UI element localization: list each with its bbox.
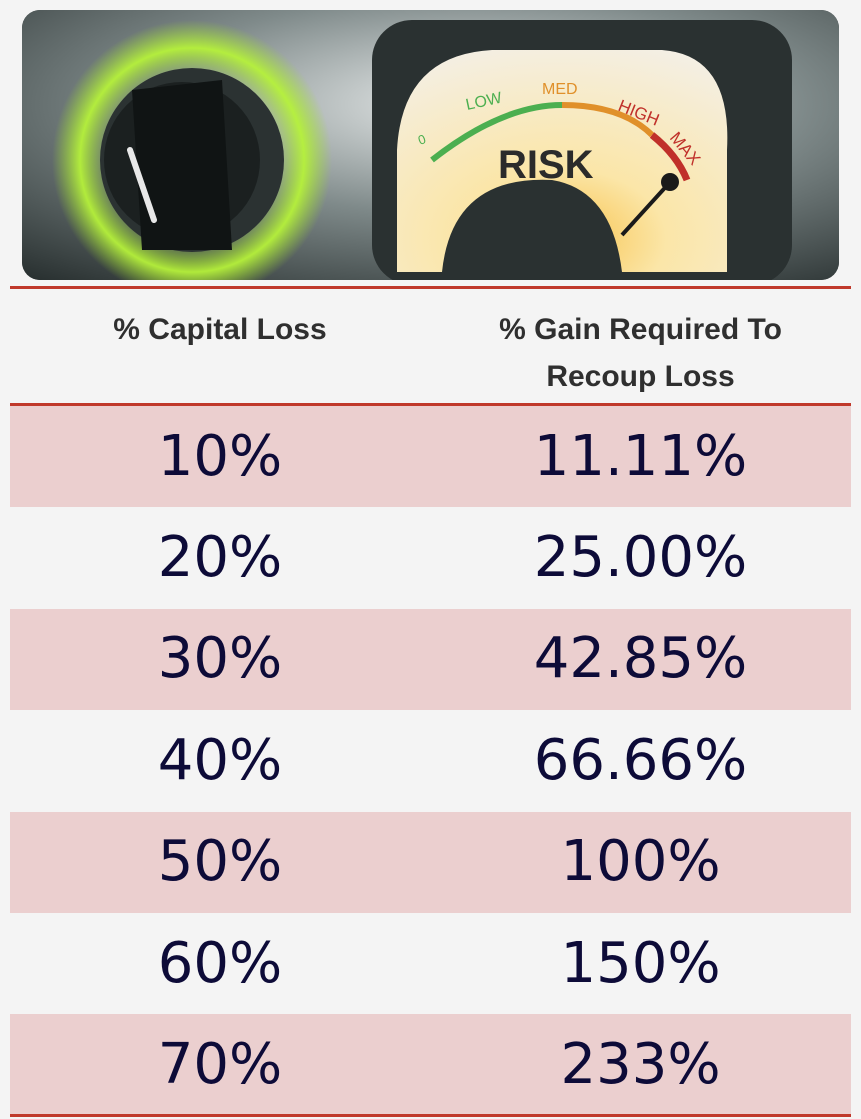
capital-loss-cell: 30% <box>157 626 283 692</box>
gauge-label-zero: 0 <box>416 131 428 148</box>
gain-required-cell: 66.66% <box>533 727 748 793</box>
capital-loss-cell: 70% <box>157 1032 283 1098</box>
header-bottom-rule <box>10 403 851 406</box>
gauge-label-med: MED <box>542 81 578 98</box>
capital-loss-cell: 40% <box>157 727 283 793</box>
gain-required-cell: 42.85% <box>533 626 748 692</box>
column-header-gain-line2: Recoup Loss <box>546 360 735 393</box>
gain-required-cell: 150% <box>560 930 721 996</box>
table-row: 30% 42.85% <box>10 608 851 711</box>
table-row: 40% 66.66% <box>10 710 851 811</box>
table-row: 10% 11.11% <box>10 406 851 508</box>
gauge-risk-word: RISK <box>498 143 594 187</box>
capital-loss-cell: 10% <box>157 423 283 489</box>
capital-loss-cell: 60% <box>157 930 283 996</box>
table-row: 50% 100% <box>10 811 851 913</box>
gauge-scale-med <box>561 102 655 138</box>
gauge-needle <box>620 178 674 237</box>
gauge-scale-high <box>649 132 691 182</box>
header-top-rule <box>10 286 851 289</box>
gain-required-cell: 25.00% <box>533 525 748 591</box>
column-header-capital-loss: % Capital Loss <box>10 306 430 353</box>
knob-icon <box>52 20 332 280</box>
column-header-gain-line1: % Gain Required To <box>499 313 782 346</box>
gain-required-cell: 100% <box>560 829 721 895</box>
gauge-dial-face <box>397 50 728 272</box>
risk-gauge-image: 0 LOW MED HIGH MAX RISK <box>22 10 839 280</box>
column-header-capital-loss-text: % Capital Loss <box>113 313 327 346</box>
gain-required-cell: 11.11% <box>533 423 748 489</box>
loss-recovery-table: 10% 11.11% 20% 25.00% 30% 42.85% 40% 66.… <box>10 406 851 1116</box>
table-bottom-rule <box>10 1114 851 1117</box>
gauge-scale-low <box>430 102 563 163</box>
table-row: 60% 150% <box>10 913 851 1014</box>
capital-loss-cell: 50% <box>157 829 283 895</box>
table-row: 20% 25.00% <box>10 507 851 608</box>
column-header-gain-required: % Gain Required To Recoup Loss <box>430 306 851 400</box>
table-row: 70% 233% <box>10 1014 851 1116</box>
gain-required-cell: 233% <box>560 1032 721 1098</box>
capital-loss-cell: 20% <box>157 525 283 591</box>
